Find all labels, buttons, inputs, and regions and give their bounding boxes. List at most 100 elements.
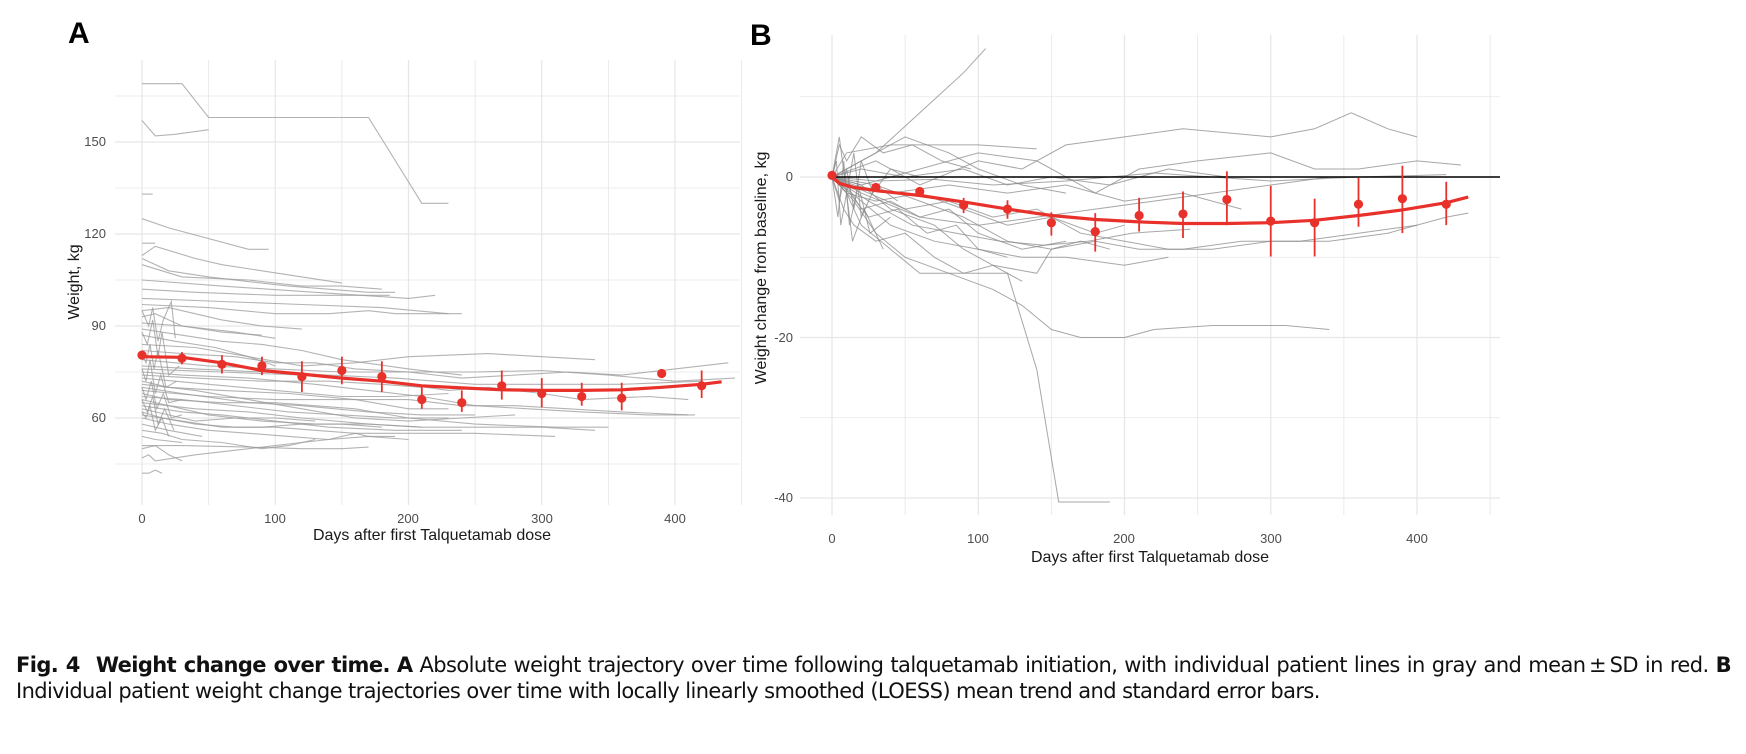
y-tick-label: 90 <box>92 318 106 333</box>
patient-trajectory-line <box>141 120 209 137</box>
mean-data-point <box>1441 199 1451 209</box>
patient-trajectory-line <box>141 218 269 250</box>
mean-data-point <box>657 368 667 379</box>
y-tick-label: 0 <box>786 169 793 184</box>
panel-b-individual-lines <box>831 48 1469 503</box>
x-tick-label: 400 <box>664 511 686 526</box>
patient-trajectory-line <box>141 432 396 462</box>
patient-trajectory-line <box>141 245 342 284</box>
mean-data-point <box>337 365 347 376</box>
mean-data-point <box>1178 209 1188 219</box>
caption-panel-b-label: B <box>1715 653 1732 677</box>
x-tick-label: 300 <box>1260 531 1282 546</box>
panel-b-x-ticks: 0 100 200 300 400 <box>828 531 1427 546</box>
patient-trajectory-line <box>141 307 302 330</box>
patient-trajectory-line <box>141 279 436 299</box>
patient-trajectory-line <box>141 402 596 431</box>
mean-data-point <box>137 350 147 360</box>
patient-trajectory-line <box>831 172 1447 186</box>
x-tick-label: 100 <box>967 531 989 546</box>
patient-trajectory-line <box>831 160 884 250</box>
panel-b-y-axis-title: Weight change from baseline, kg <box>753 152 770 385</box>
mean-data-point <box>257 361 267 371</box>
mean-data-point <box>1046 218 1056 228</box>
mean-data-point <box>177 353 187 363</box>
patient-trajectory-line <box>141 365 702 385</box>
mean-data-point <box>871 182 881 193</box>
patient-trajectory-line <box>141 383 516 422</box>
patient-trajectory-line <box>831 112 1418 186</box>
patient-trajectory-line <box>141 297 449 315</box>
patient-trajectory-line <box>141 328 462 376</box>
panel-b-chart: -40 -20 0 0 100 200 300 400 Days after f… <box>753 35 1500 566</box>
mean-trend-line <box>141 355 722 392</box>
mean-data-point <box>537 388 547 399</box>
y-tick-label: 60 <box>92 410 106 425</box>
patient-trajectory-line <box>141 386 476 416</box>
mean-data-point <box>1002 204 1013 214</box>
mean-data-point <box>827 170 837 180</box>
caption-figure-number: Fig. 4 <box>16 653 80 677</box>
patient-trajectory-line <box>141 392 609 428</box>
patient-trajectory-line <box>831 152 1461 194</box>
mean-data-point <box>497 381 507 391</box>
patient-trajectory-line <box>831 168 1227 186</box>
patient-trajectory-line <box>831 144 1037 178</box>
patient-trajectory-line <box>141 445 183 462</box>
patient-trajectory-line <box>141 417 409 441</box>
mean-data-point <box>417 395 427 405</box>
x-tick-label: 0 <box>138 511 145 526</box>
patient-trajectory-line <box>141 405 462 431</box>
patient-trajectory-line <box>141 435 183 444</box>
patient-trajectory-line <box>141 299 176 342</box>
patient-trajectory-line <box>831 176 1111 274</box>
mean-data-point <box>1353 199 1364 209</box>
patient-trajectory-line <box>141 343 596 367</box>
panel-a-y-axis-title: Weight, kg <box>66 244 83 319</box>
patient-trajectory-line <box>141 423 203 437</box>
patient-trajectory-line <box>141 429 316 450</box>
patient-trajectory-line <box>141 258 396 293</box>
panel-b-y-ticks: -40 -20 0 <box>774 169 793 505</box>
mean-data-point <box>577 391 587 402</box>
x-tick-label: 300 <box>531 511 553 526</box>
patient-trajectory-line <box>141 389 689 416</box>
patient-trajectory-line <box>141 374 422 388</box>
patient-trajectory-line <box>141 344 177 389</box>
figure-caption: Fig. 4 Weight change over time. A Absolut… <box>16 652 1732 704</box>
patient-trajectory-line <box>141 414 382 428</box>
mean-data-point <box>297 372 307 382</box>
patient-trajectory-line <box>142 445 369 450</box>
patient-trajectory-line <box>141 359 183 404</box>
panel-a-y-ticks: 60 90 120 150 <box>84 134 106 425</box>
caption-title: Weight change over time. <box>95 653 391 677</box>
patient-trajectory-line <box>831 176 1023 282</box>
y-tick-label: -20 <box>774 330 793 345</box>
patient-trajectory-line <box>831 176 1008 258</box>
patient-trajectory-line <box>141 381 183 419</box>
patient-trajectory-line <box>141 377 449 398</box>
patient-trajectory-line <box>831 176 1330 338</box>
panel-a-x-axis-title: Days after first Talquetamab dose <box>313 527 551 544</box>
patient-trajectory-line <box>142 83 449 204</box>
mean-data-point <box>1310 218 1320 228</box>
panel-b-mean-series <box>827 165 1469 257</box>
patient-trajectory-line <box>831 176 1469 250</box>
y-tick-label: 120 <box>84 226 106 241</box>
mean-data-point <box>1134 210 1144 221</box>
panel-a-x-ticks: 0 100 200 300 400 <box>138 511 685 526</box>
panel-a-letter: A <box>68 17 90 50</box>
y-tick-label: 150 <box>84 134 106 149</box>
panel-b-grid <box>800 35 1500 515</box>
x-tick-label: 100 <box>264 511 286 526</box>
x-tick-label: 400 <box>1406 531 1428 546</box>
panel-a-mean-series <box>137 350 722 412</box>
patient-trajectory-line <box>141 403 170 437</box>
y-tick-label: -40 <box>774 490 793 505</box>
caption-panel-a-text: Absolute weight trajectory over time fol… <box>412 653 1716 677</box>
mean-data-point <box>617 393 627 403</box>
mean-data-point <box>1222 194 1232 205</box>
patient-trajectory-line <box>142 469 163 474</box>
patient-trajectory-line <box>141 288 390 296</box>
patient-trajectory-line <box>141 394 175 431</box>
